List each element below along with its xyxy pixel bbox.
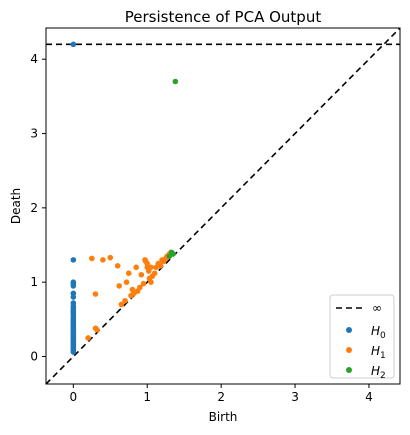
data-point-h1	[92, 291, 99, 297]
legend-label-h2: H2	[371, 364, 386, 381]
data-point-h1	[85, 335, 91, 341]
x-tick-label: 4	[365, 390, 373, 404]
data-point-h0	[70, 283, 77, 289]
data-point-h0	[70, 294, 77, 300]
data-point-h1	[137, 284, 143, 291]
data-point-h1	[114, 263, 121, 269]
legend-series: H0 H1 H2	[346, 324, 386, 381]
legend-marker-h1	[346, 347, 352, 353]
points-layer	[70, 41, 179, 355]
legend-label-h1: H1	[371, 344, 386, 361]
data-point-h1	[148, 279, 154, 285]
data-point-h1	[138, 271, 145, 278]
legend-box	[329, 294, 395, 379]
diagonal-line	[46, 28, 400, 384]
x-tick-label: 2	[217, 390, 225, 404]
y-tick-label: 1	[30, 275, 38, 289]
data-point-h1	[122, 297, 128, 304]
data-point-h1	[125, 270, 132, 277]
y-tick-label: 0	[30, 350, 38, 364]
chart-title: Persistence of PCA Output	[125, 8, 322, 26]
x-tick-label: 3	[291, 390, 299, 404]
x-tick-label: 0	[70, 390, 78, 404]
legend-marker-h0	[346, 327, 352, 333]
data-point-h1	[94, 326, 100, 333]
x-tick-label: 1	[143, 390, 151, 404]
data-point-h0	[70, 41, 77, 48]
data-point-h1	[123, 279, 130, 285]
y-tick-label: 4	[30, 52, 38, 66]
y-axis-ticks: 0 1 2 3 4	[30, 52, 46, 364]
data-point-h1	[151, 270, 158, 277]
data-point-h1	[116, 283, 122, 289]
y-tick-label: 2	[30, 201, 38, 215]
plot-frame	[45, 27, 401, 385]
y-tick-label: 3	[30, 127, 38, 141]
data-point-h2	[170, 251, 176, 257]
legend-marker-h2	[346, 367, 352, 373]
x-axis-ticks: 0 1 2 3 4	[70, 384, 373, 404]
legend-label-h0: H0	[371, 324, 386, 341]
data-point-h1	[107, 254, 114, 261]
data-point-h1	[148, 264, 154, 271]
data-point-h1	[100, 257, 106, 263]
data-point-h1	[133, 264, 139, 271]
data-point-h1	[89, 255, 95, 262]
plot-area	[46, 28, 400, 384]
data-point-h1	[118, 301, 125, 308]
y-axis-label: Death	[9, 188, 23, 224]
x-axis-label: Birth	[209, 410, 238, 424]
data-point-h0	[70, 349, 77, 355]
legend-infinity-label: ∞	[372, 301, 382, 315]
data-point-h0	[70, 257, 77, 263]
data-point-h1	[157, 263, 164, 269]
legend: ∞ H0 H1 H2	[329, 294, 395, 381]
data-point-h2	[172, 78, 179, 85]
data-point-h1	[140, 280, 147, 287]
